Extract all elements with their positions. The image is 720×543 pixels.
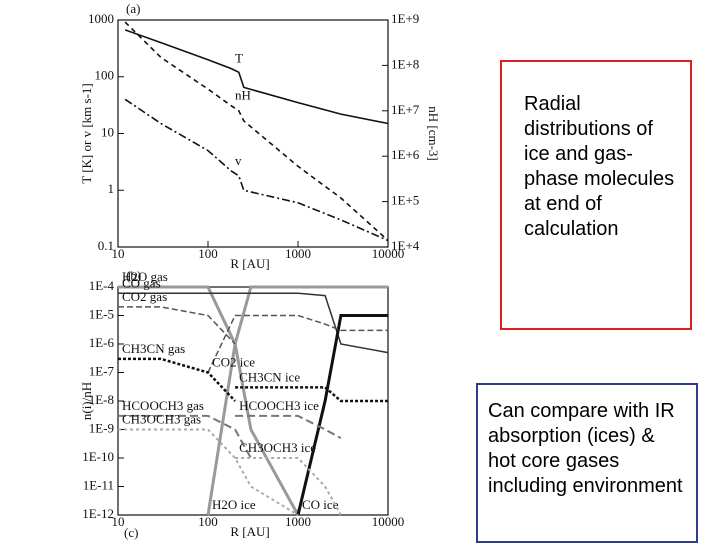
y-tick-label: 1E-7 — [89, 363, 115, 378]
y-tick-label: 10 — [101, 124, 114, 139]
y2-tick-label: 1E+8 — [391, 56, 419, 71]
series-label: CO gas — [122, 275, 161, 290]
series-label: H2O ice — [212, 497, 256, 512]
series-label: CH3OCH3 gas — [122, 411, 201, 426]
x-tick-label: 10000 — [372, 514, 405, 529]
y2-tick-label: 1E+7 — [391, 102, 420, 117]
y-tick-label: 1E-9 — [89, 420, 114, 435]
y-tick-label: 1E-12 — [82, 506, 114, 521]
x-tick-label: 100 — [198, 246, 218, 261]
series-line — [124, 29, 389, 125]
series-line — [118, 357, 237, 402]
x-tick-label: 1000 — [285, 514, 311, 529]
series-line — [124, 98, 389, 242]
series-label: v — [235, 153, 242, 168]
x-tick-label: 100 — [198, 514, 218, 529]
y-tick-label: 100 — [95, 68, 115, 83]
x-axis-label: R [AU] — [230, 524, 269, 539]
series-line — [296, 314, 388, 516]
y2-tick-label: 1E+6 — [391, 147, 420, 162]
y2-axis-label: nH [cm-3] — [426, 106, 441, 161]
series-label: CO2 gas — [122, 289, 167, 304]
series-label: HCOOCH3 ice — [239, 398, 319, 413]
series-label: H2O gas — [122, 269, 168, 284]
panel-label: (b) — [126, 268, 141, 283]
x-tick-label: 10 — [112, 514, 125, 529]
series-label: CO ice — [302, 497, 339, 512]
series-line — [118, 285, 300, 516]
x-axis-label: R [AU] — [230, 256, 269, 271]
series-line — [235, 386, 388, 403]
y-tick-label: 1E-5 — [89, 306, 114, 321]
series-label: HCOOCH3 gas — [122, 398, 204, 413]
series-line — [118, 306, 236, 345]
y-axis-label: n(i)/nH — [79, 382, 94, 420]
series-line — [207, 314, 388, 373]
series-label: CO2 ice — [212, 354, 255, 369]
x-tick-label: 10000 — [372, 246, 405, 261]
series-label: CH3CN gas — [122, 341, 185, 356]
text-box: Can compare with IR absorption (ices) & … — [476, 383, 698, 543]
y-tick-label: 1E-10 — [82, 449, 114, 464]
panel-label: (c) — [124, 525, 138, 540]
y-tick-label: 1E-6 — [89, 335, 115, 350]
figure: (a) 10 100 1000 10000 0.1 1 10 100 1000 1E+4 1E+5 1E… — [79, 1, 441, 540]
x-tick-label: 1000 — [285, 246, 311, 261]
y-tick-label: 1 — [108, 181, 115, 196]
y2-tick-label: 1E+9 — [391, 11, 419, 26]
text-box: Radial distributions of ice and gas-phas… — [500, 60, 692, 330]
series-label: T — [235, 50, 243, 65]
y-tick-label: 1E-8 — [89, 392, 114, 407]
panel-label: (a) — [126, 1, 140, 16]
y-axis-label: T [K] or v [km s-1] — [79, 83, 94, 184]
series-line — [118, 428, 299, 516]
series-line — [118, 414, 252, 459]
y-tick-label: 1E-11 — [83, 477, 114, 492]
series-line — [235, 457, 342, 516]
series-label: CH3CN ice — [239, 369, 300, 384]
series-label: nH — [235, 88, 251, 103]
x-tick-label: 10 — [112, 246, 125, 261]
y2-tick-label: 1E+5 — [391, 193, 419, 208]
series-line — [235, 414, 342, 439]
series-label: CH3OCH3 ice — [239, 440, 316, 455]
y-tick-label: 1E-4 — [89, 278, 115, 293]
series-line — [124, 21, 389, 241]
y-tick-label: 0.1 — [98, 238, 114, 253]
y2-tick-label: 1E+4 — [391, 238, 420, 253]
y-tick-label: 1000 — [88, 11, 114, 26]
